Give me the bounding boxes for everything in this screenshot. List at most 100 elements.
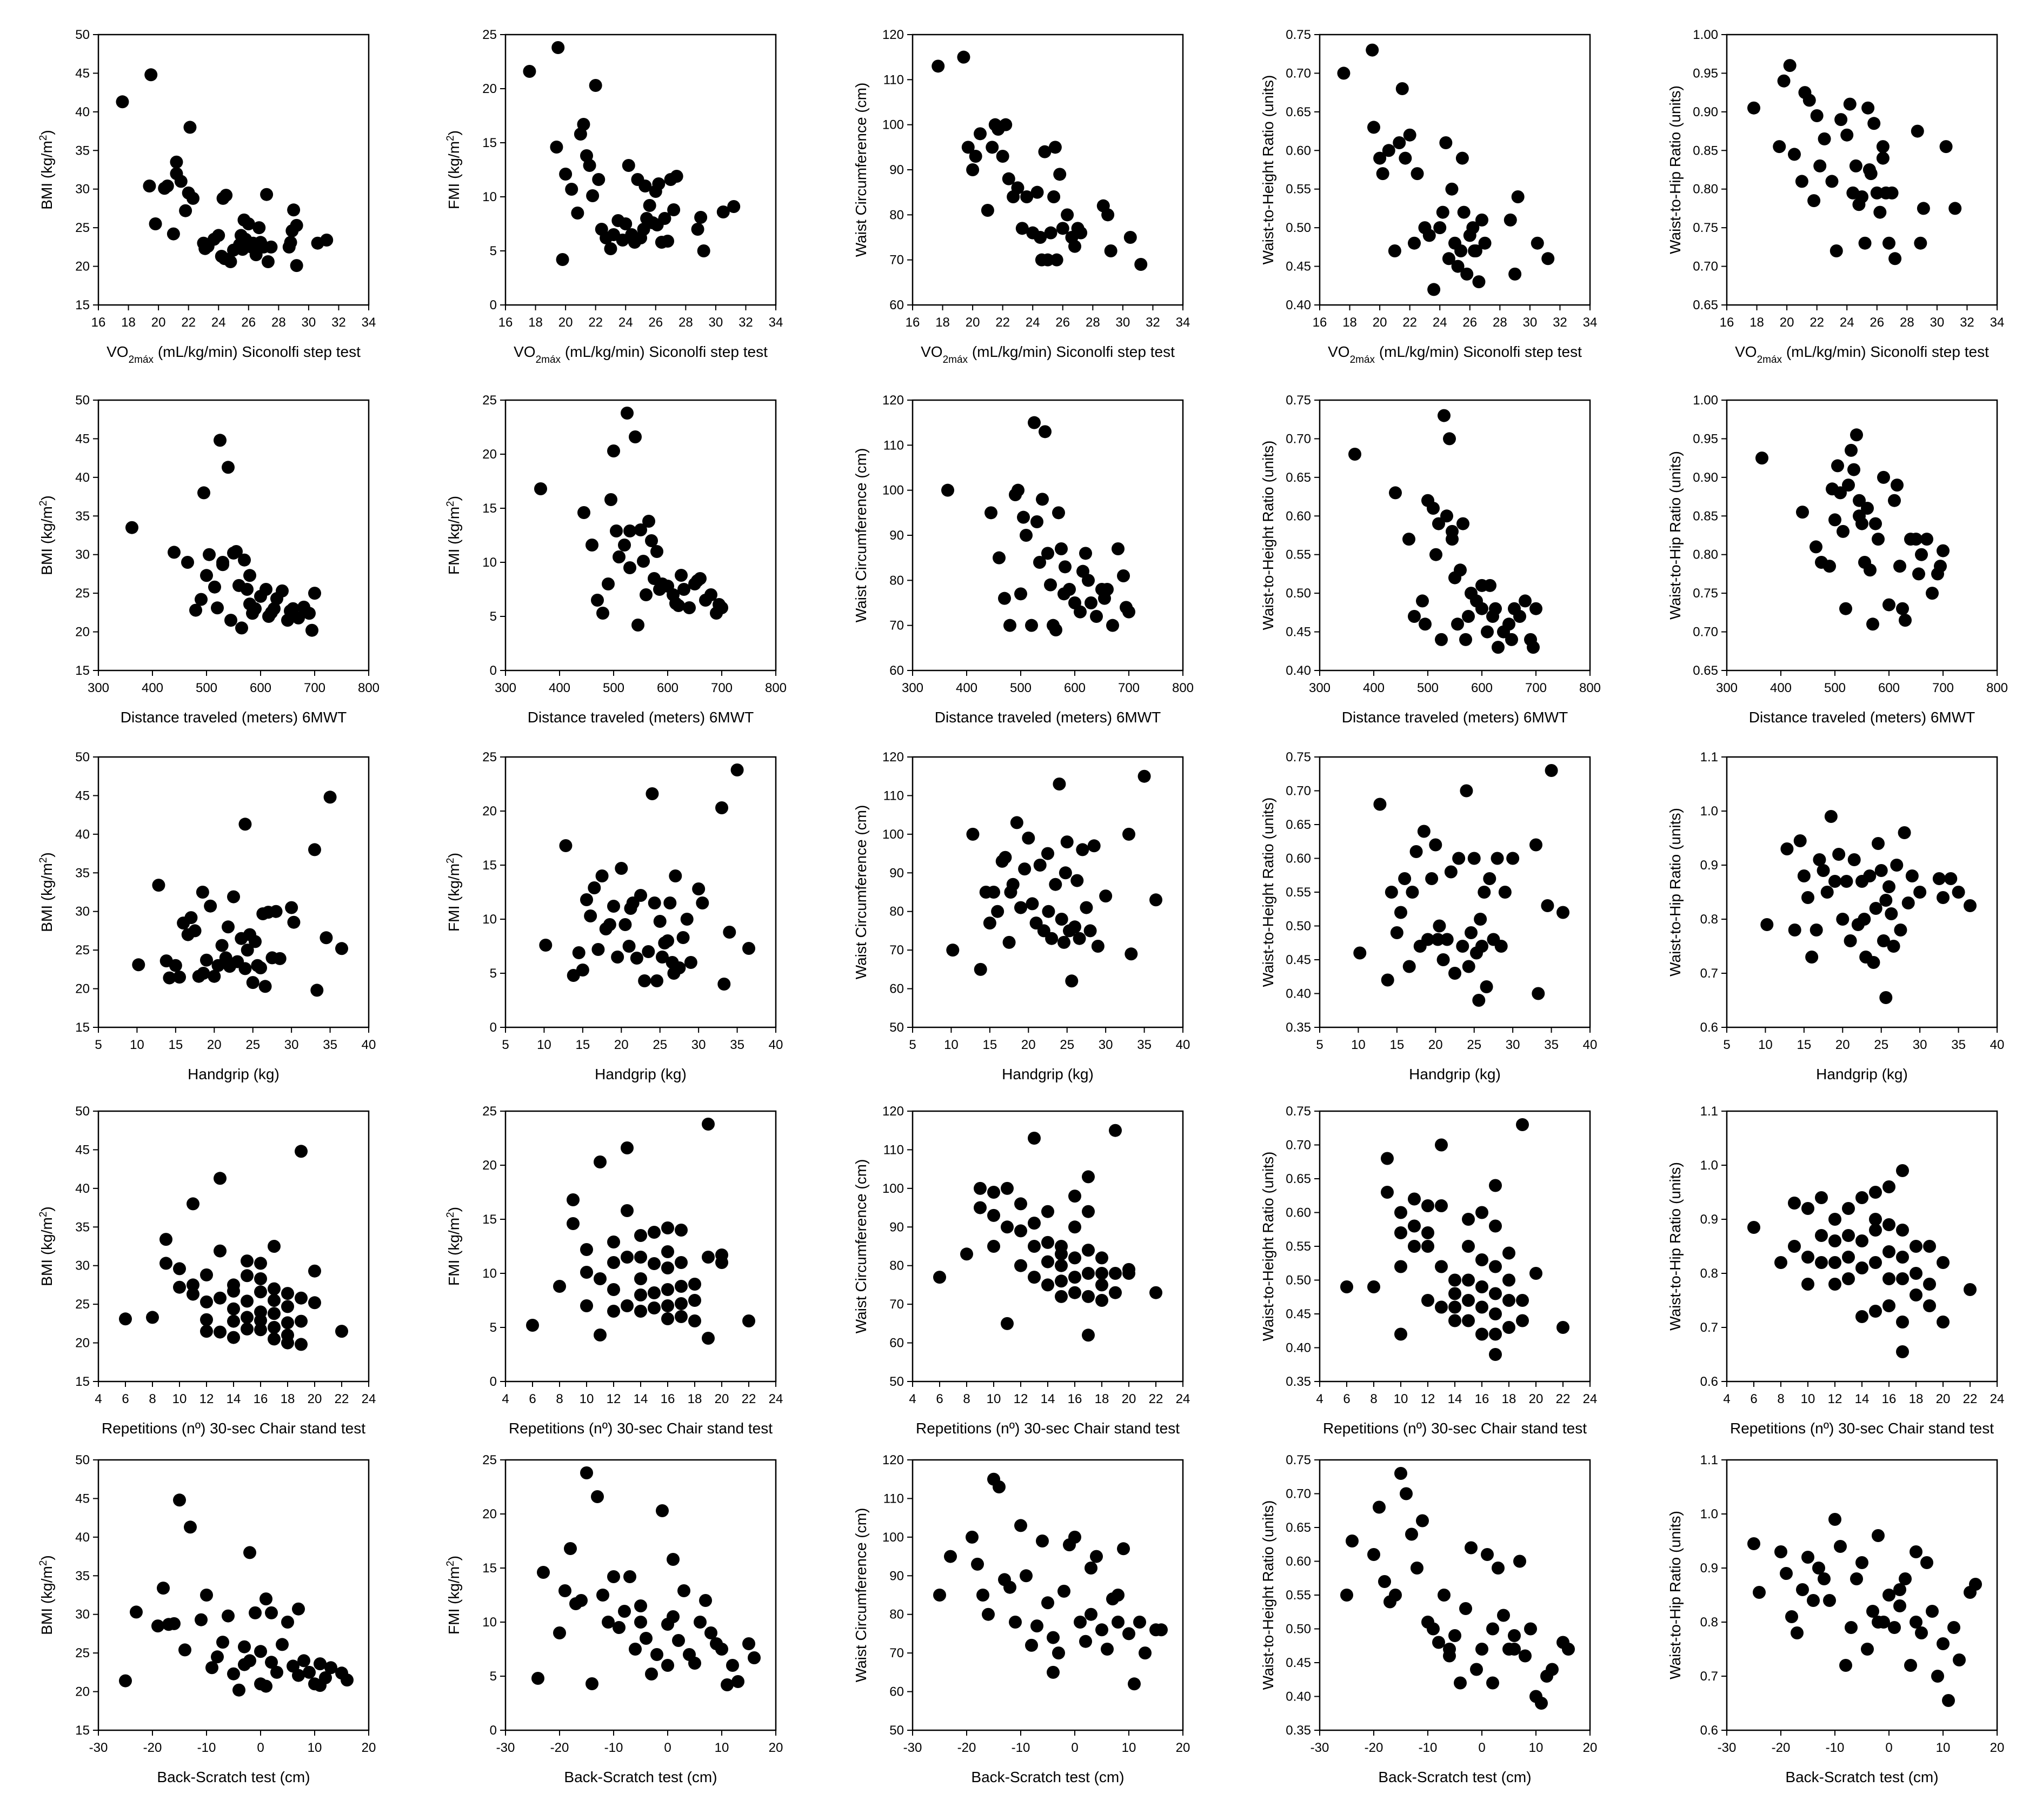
data-point [1041, 1596, 1054, 1610]
data-point [1394, 1206, 1407, 1219]
plot-frame [504, 399, 777, 672]
data-point [634, 1229, 647, 1242]
data-point [1513, 1555, 1526, 1568]
data-point [1489, 1260, 1502, 1273]
data-point [933, 1271, 946, 1284]
data-point [218, 252, 231, 265]
data-point [1901, 896, 1915, 909]
y-tick-label: 0.80 [1693, 548, 1718, 562]
data-point [1474, 913, 1487, 926]
x-tick-label: 600 [1471, 681, 1493, 695]
y-tick-label: 45 [75, 1491, 90, 1506]
data-point [308, 843, 321, 856]
y-tick-label: 0.9 [1700, 1212, 1718, 1227]
data-point [615, 862, 628, 875]
x-tick-label: -20 [550, 1741, 569, 1755]
x-tick-label: 18 [1095, 1392, 1109, 1406]
data-point [1774, 1545, 1787, 1558]
data-point [1913, 886, 1927, 899]
data-point [314, 1657, 327, 1671]
x-tick-label: 25 [1467, 1038, 1481, 1052]
y-tick-label: 10 [482, 1266, 497, 1281]
y-tick-label: 35 [75, 1569, 90, 1583]
data-point [1049, 623, 1062, 636]
data-point [1882, 1245, 1895, 1258]
data-point [607, 900, 620, 913]
x-tick-label: 12 [607, 1392, 621, 1406]
x-tick-label: 500 [1417, 681, 1439, 695]
data-point [1421, 1294, 1434, 1307]
data-point [1882, 1299, 1895, 1312]
data-point [1842, 479, 1855, 492]
y-tick-label: 70 [889, 253, 904, 268]
y-tick-label: 0.60 [1286, 852, 1311, 866]
x-tick-label: 10 [1394, 1392, 1408, 1406]
x-tick-label: -10 [604, 1741, 623, 1755]
data-point [242, 217, 255, 230]
x-tick-label: -20 [1365, 1741, 1383, 1755]
data-point [716, 205, 730, 218]
data-point [303, 1665, 316, 1679]
data-point [645, 534, 658, 547]
data-point [1462, 1213, 1475, 1226]
data-point [1411, 167, 1424, 181]
data-point [197, 486, 210, 500]
x-tick-label: 24 [1840, 315, 1854, 330]
scatter-panel-11: 5 10 15 20 25 30 35 40 15 20 25 30 35 40 45 50 Handgrip … [38, 750, 376, 1082]
data-point [1508, 1643, 1521, 1656]
y-tick-label: 45 [75, 788, 90, 803]
data-point [1502, 1273, 1515, 1287]
data-point [1047, 1665, 1060, 1679]
y-tick-label: 110 [883, 1491, 904, 1506]
x-tick-label: 10 [172, 1392, 187, 1406]
data-point [281, 1316, 294, 1330]
data-point [1840, 875, 1853, 888]
data-point [624, 902, 637, 915]
data-point [173, 1493, 186, 1507]
x-tick-label: 10 [130, 1038, 144, 1052]
data-point [1801, 1551, 1814, 1564]
y-axis-label: Waist-to-Height Ratio (units) [1260, 1500, 1276, 1690]
data-point [200, 1589, 213, 1602]
data-point [1747, 1221, 1760, 1234]
data-point [281, 1300, 294, 1313]
data-point [1014, 1197, 1027, 1211]
x-tick-label: 20 [1428, 1038, 1443, 1052]
x-tick-label: 22 [588, 315, 603, 330]
x-tick-label: 34 [1176, 315, 1190, 330]
data-point [1002, 935, 1016, 949]
data-point [1828, 1278, 1841, 1291]
data-point [1475, 213, 1488, 227]
data-point [1801, 891, 1814, 904]
x-tick-label: 10 [1529, 1741, 1544, 1755]
data-point [292, 1669, 305, 1682]
data-point [1492, 1562, 1505, 1575]
data-point [721, 1678, 734, 1691]
data-point [1050, 253, 1063, 267]
data-point [1937, 891, 1950, 904]
data-point [1408, 236, 1421, 250]
y-axis-label: Waist Circumference (cm) [853, 1159, 869, 1334]
y-tick-label: 0.90 [1693, 470, 1718, 485]
x-tick-label: 800 [1986, 681, 2008, 695]
data-point [1869, 902, 1882, 915]
data-point [1872, 1529, 1885, 1542]
y-tick-label: 0.75 [1693, 586, 1718, 601]
data-point [243, 569, 256, 582]
data-point [594, 1272, 607, 1285]
data-point [621, 1141, 634, 1154]
data-point [731, 1675, 744, 1688]
data-point [723, 926, 736, 939]
data-point [986, 141, 999, 154]
y-tick-label: 5 [490, 244, 497, 258]
y-tick-label: 10 [482, 912, 497, 927]
data-point [618, 1605, 631, 1618]
data-point [1899, 614, 1912, 627]
data-point [1394, 1226, 1407, 1239]
y-tick-label: 0.65 [1286, 1520, 1311, 1535]
x-tick-label: 10 [944, 1038, 959, 1052]
data-point [1059, 866, 1072, 880]
y-tick-label: 40 [75, 1181, 90, 1196]
x-tick-label: -20 [957, 1741, 976, 1755]
plot-frame [97, 756, 370, 1028]
